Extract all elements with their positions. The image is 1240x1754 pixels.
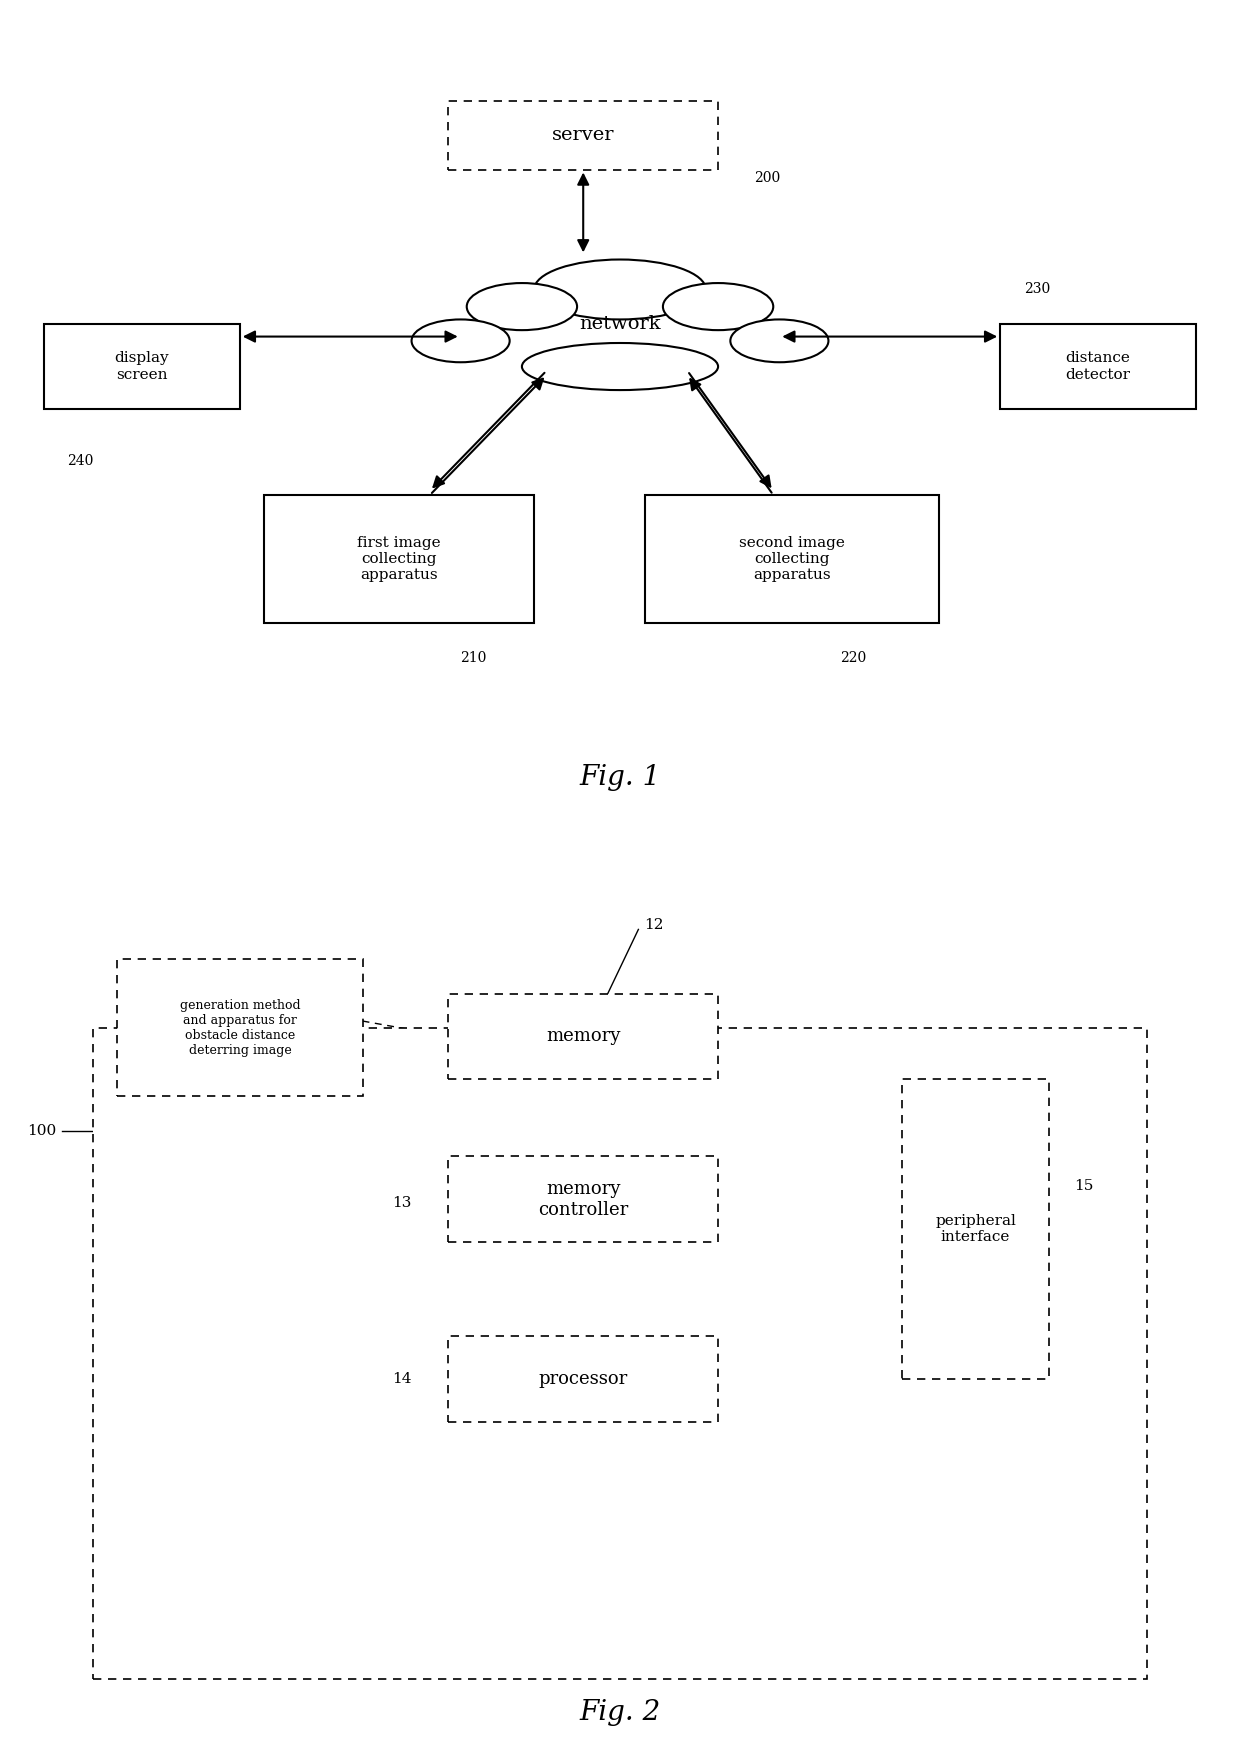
Text: 220: 220	[839, 651, 866, 665]
Text: 15: 15	[1074, 1179, 1092, 1193]
Text: 200: 200	[754, 172, 780, 186]
Text: processor: processor	[538, 1370, 627, 1387]
Ellipse shape	[730, 319, 828, 363]
Text: peripheral
interface: peripheral interface	[935, 1214, 1016, 1244]
Bar	[901, 1079, 1049, 1379]
Bar	[264, 495, 534, 623]
Text: memory
controller: memory controller	[538, 1180, 629, 1219]
Bar	[449, 1156, 718, 1242]
Bar	[449, 993, 718, 1079]
Text: distance
detector: distance detector	[1065, 351, 1131, 382]
Bar	[449, 1337, 718, 1422]
Text: first image
collecting
apparatus: first image collecting apparatus	[357, 537, 441, 582]
Text: 100: 100	[27, 1124, 56, 1138]
Text: 12: 12	[645, 917, 665, 931]
Text: memory: memory	[546, 1028, 620, 1045]
Bar	[118, 959, 362, 1096]
Text: display
screen: display screen	[114, 351, 169, 382]
Text: 240: 240	[67, 454, 94, 468]
Bar	[449, 102, 718, 170]
Ellipse shape	[663, 282, 774, 330]
Ellipse shape	[412, 319, 510, 363]
Text: 13: 13	[392, 1196, 412, 1210]
Text: Fig. 1: Fig. 1	[579, 765, 661, 791]
Text: generation method
and apparatus for
obstacle distance
deterring image: generation method and apparatus for obst…	[180, 998, 300, 1058]
Ellipse shape	[522, 344, 718, 389]
Text: second image
collecting
apparatus: second image collecting apparatus	[739, 537, 844, 582]
Text: 230: 230	[1024, 282, 1050, 296]
Bar	[645, 495, 939, 623]
Text: Fig. 2: Fig. 2	[579, 1700, 661, 1726]
Text: network: network	[579, 314, 661, 333]
Text: 210: 210	[460, 651, 486, 665]
Text: 14: 14	[392, 1372, 412, 1386]
Ellipse shape	[466, 282, 577, 330]
Bar	[1001, 324, 1197, 409]
Bar	[93, 1028, 1147, 1679]
Bar	[43, 324, 239, 409]
Text: server: server	[552, 126, 615, 144]
Ellipse shape	[534, 260, 706, 319]
